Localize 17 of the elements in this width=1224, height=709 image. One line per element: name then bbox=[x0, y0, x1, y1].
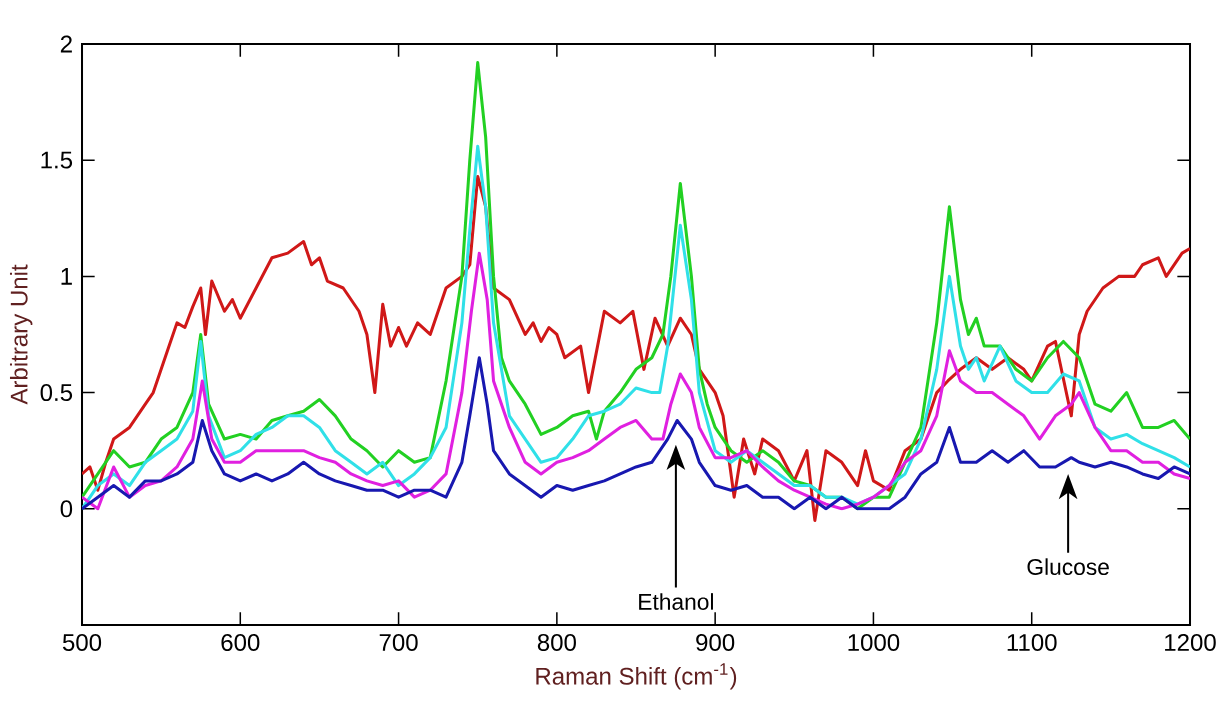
x-tick-label: 1100 bbox=[1007, 633, 1057, 651]
annotation: Ethanol bbox=[639, 593, 713, 610]
x-tick-label: 800 bbox=[537, 633, 576, 651]
x-tick-label: 1000 bbox=[848, 633, 900, 651]
x-tick-label: 700 bbox=[379, 633, 418, 651]
y-axis-title: Arbitrary Unit bbox=[9, 264, 33, 405]
y-tick-label: 1.5 bbox=[41, 151, 73, 169]
y-tick-label: 0.5 bbox=[40, 384, 73, 402]
x-tick-label: 600 bbox=[221, 633, 260, 651]
x-axis-title: Raman Shift (cm$^{-1}$) bbox=[536, 663, 737, 690]
annotation: Glucose bbox=[1027, 558, 1109, 576]
y-tick-label: 2 bbox=[60, 35, 72, 53]
x-tick-label: 1200 bbox=[1165, 633, 1216, 651]
x-tick-label: 500 bbox=[62, 633, 102, 651]
x-tick-label: 900 bbox=[696, 633, 735, 651]
y-tick-label: 0 bbox=[60, 500, 73, 518]
y-tick-label: 1 bbox=[61, 268, 72, 285]
